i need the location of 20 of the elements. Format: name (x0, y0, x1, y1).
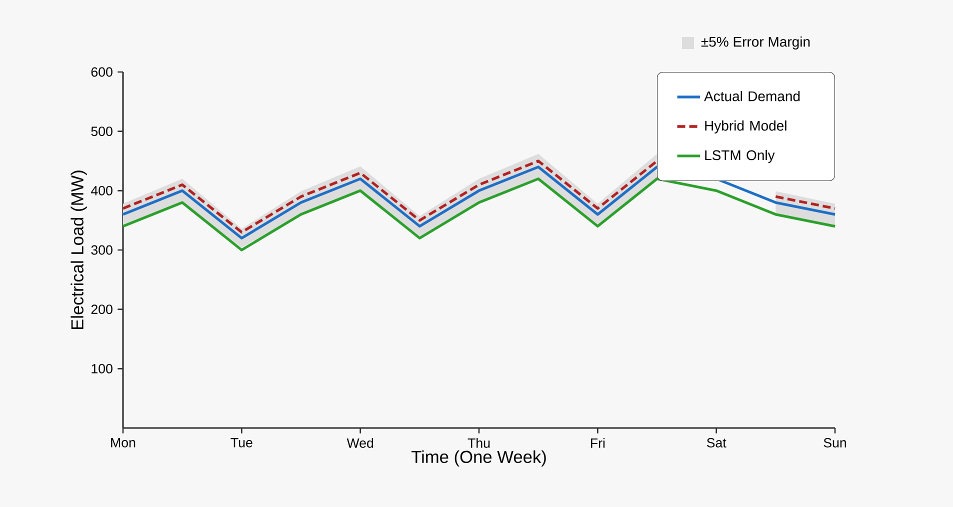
legend-label: Hybrid Model (705, 120, 786, 134)
y-tick-label: 200 (91, 304, 112, 314)
y-tick-label: 300 (91, 245, 112, 255)
line-series (122, 177, 836, 252)
y-tick-label: 100 (92, 364, 112, 374)
x-tick-label: Sat (706, 438, 726, 448)
x-axis-title: Time (One Week) (412, 450, 546, 466)
x-tick-label: Sun (824, 438, 846, 448)
x-tick-label: Fri (590, 438, 605, 448)
x-tick-label: Wed (346, 438, 374, 448)
x-tick-label: Tue (230, 438, 252, 448)
y-tick-label: 500 (91, 126, 112, 136)
x-tick-label: Mon (111, 438, 136, 448)
legend-label: LSTM Only (705, 150, 775, 163)
y-axis-title: Electrical Load (MW) (70, 170, 87, 330)
text: ±5% Error Margin (701, 36, 810, 50)
x-tick-label: Thu (468, 438, 490, 448)
y-tick-label: 400 (91, 186, 112, 196)
y-tick-label: 600 (91, 67, 112, 77)
legend-label: Actual Demand (704, 90, 800, 102)
